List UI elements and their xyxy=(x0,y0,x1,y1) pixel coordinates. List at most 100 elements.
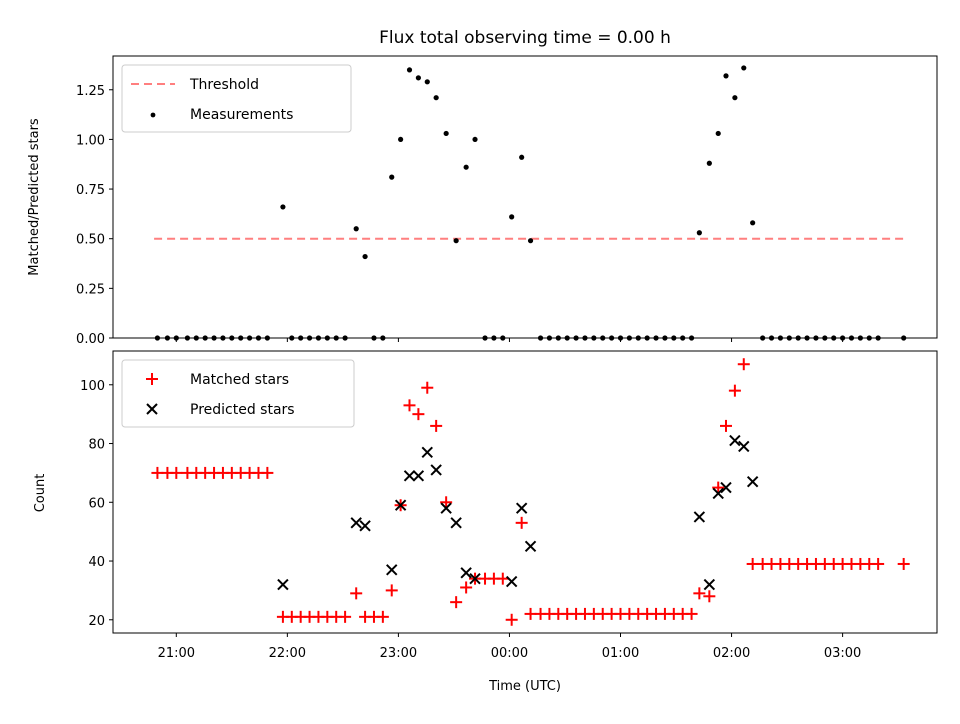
bottom-x-tick-label: 22:00 xyxy=(269,646,306,661)
matched-star-point xyxy=(712,481,725,494)
matched-star-point xyxy=(430,419,443,432)
legend-predicted-swatch xyxy=(146,403,158,415)
predicted-star-point xyxy=(421,446,433,459)
measurement-point xyxy=(509,214,515,220)
bottom-panel: 20 40 60 80 100 21:00 22:00 23:00 00:00 01:00 02:… xyxy=(33,350,938,694)
legend-measurements-label: Measurements xyxy=(190,107,293,123)
bottom-plot-area xyxy=(151,358,910,626)
matched-star-point xyxy=(261,466,274,479)
predicted-star-point xyxy=(469,572,481,585)
predicted-star-point xyxy=(359,520,371,532)
predicted-star-point xyxy=(720,481,732,494)
top-y-tick-label: 0.00 xyxy=(76,332,105,347)
bottom-y-tick-label: 100 xyxy=(80,379,105,394)
matched-star-point xyxy=(350,587,363,600)
matched-star-point xyxy=(703,590,716,603)
measurement-point xyxy=(732,95,738,101)
matched-star-point xyxy=(720,419,733,432)
legend-threshold-label: Threshold xyxy=(189,77,259,93)
top-y-tick-label: 0.25 xyxy=(76,282,105,297)
matched-star-point xyxy=(403,399,416,412)
top-y-tick-label: 0.75 xyxy=(76,183,105,198)
measurement-point xyxy=(453,238,459,244)
bottom-x-tick-label: 01:00 xyxy=(602,646,639,661)
measurement-point xyxy=(362,253,368,260)
matched-star-point xyxy=(505,613,518,626)
bottom-y-tick-label: 60 xyxy=(88,496,105,511)
matched-star-point xyxy=(460,581,473,594)
predicted-star-point xyxy=(440,502,452,514)
bottom-y-tick-label: 40 xyxy=(88,555,105,570)
bottom-axes-frame xyxy=(112,350,938,634)
bottom-x-axis: 21:00 22:00 23:00 00:00 01:00 02:00 03:00 xyxy=(158,633,861,661)
measurement-point xyxy=(715,130,721,137)
measurement-point xyxy=(706,160,712,166)
predicted-star-point xyxy=(460,567,472,579)
predicted-star-point xyxy=(738,440,750,453)
predicted-star-point xyxy=(746,476,759,488)
bottom-x-tick-label: 02:00 xyxy=(713,646,750,661)
measurement-point xyxy=(415,75,421,81)
predicted-star-point xyxy=(693,511,706,523)
legend-matched-swatch xyxy=(146,373,158,385)
matched-star-point xyxy=(376,610,389,623)
matched-star-point xyxy=(440,496,453,509)
bottom-x-tick-label: 00:00 xyxy=(491,646,528,661)
bottom-x-tick-label: 21:00 xyxy=(158,646,195,661)
predicted-star-point xyxy=(394,499,407,511)
matched-star-point xyxy=(693,587,706,600)
bottom-y-tick-label: 20 xyxy=(88,614,105,629)
matched-star-point xyxy=(339,610,352,623)
legend-measurements-swatch xyxy=(150,112,156,118)
top-y-axis: 0.00 0.25 0.50 0.75 1.00 1.25 xyxy=(76,84,113,347)
matched-star-point xyxy=(515,516,528,529)
bottom-legend-box xyxy=(121,359,355,428)
predicted-star-point xyxy=(350,517,362,529)
matched-star-point xyxy=(897,557,910,570)
measurement-point xyxy=(527,238,534,244)
measurement-point xyxy=(696,230,702,236)
predicted-star-point xyxy=(712,487,724,500)
matched-star-point xyxy=(170,466,183,479)
x-axis-label: Time (UTC) xyxy=(488,679,561,694)
predicted-star-point xyxy=(703,578,716,591)
top-y-tick-label: 1.25 xyxy=(76,84,105,99)
top-y-tick-label: 0.50 xyxy=(76,233,105,248)
legend-matched-label: Matched stars xyxy=(190,372,289,388)
bottom-legend: Matched stars Predicted stars xyxy=(121,359,355,428)
measurement-point xyxy=(353,226,359,232)
top-x-axis xyxy=(175,338,844,342)
top-axes-frame xyxy=(112,55,938,339)
bottom-y-axis-label: Count xyxy=(33,474,48,513)
top-panel: Flux total observing time = 0.00 h 0.000… xyxy=(27,28,938,347)
measurement-point xyxy=(424,79,430,85)
measurement-point xyxy=(723,73,729,79)
matched-star-point xyxy=(412,408,425,421)
measurement-point xyxy=(741,65,747,71)
matched-star-point xyxy=(872,557,885,570)
measurement-point xyxy=(472,136,478,143)
predicted-star-point xyxy=(450,517,462,529)
measurement-point xyxy=(398,136,404,143)
legend-predicted-label: Predicted stars xyxy=(190,402,295,418)
bottom-y-axis: 20 40 60 80 100 xyxy=(80,379,113,629)
measurement-point xyxy=(750,220,756,226)
bottom-y-tick-label: 80 xyxy=(88,438,105,453)
predicted-star-point xyxy=(515,502,528,514)
predicted-star-point xyxy=(430,464,442,476)
bottom-x-tick-label: 03:00 xyxy=(824,646,861,661)
measurement-point xyxy=(519,154,525,160)
matched-star-point xyxy=(450,596,463,609)
measurement-point xyxy=(406,67,413,73)
measurement-point xyxy=(280,204,286,210)
predicted-star-point xyxy=(524,540,537,553)
predicted-star-point xyxy=(403,470,416,482)
measurement-point xyxy=(433,95,439,101)
matched-star-point xyxy=(737,358,750,371)
predicted-star-point xyxy=(412,470,425,482)
matched-star-point xyxy=(421,381,434,394)
predicted-star-point xyxy=(386,564,398,576)
matched-star-point xyxy=(496,572,509,585)
top-legend: Threshold Measurements xyxy=(121,64,352,133)
